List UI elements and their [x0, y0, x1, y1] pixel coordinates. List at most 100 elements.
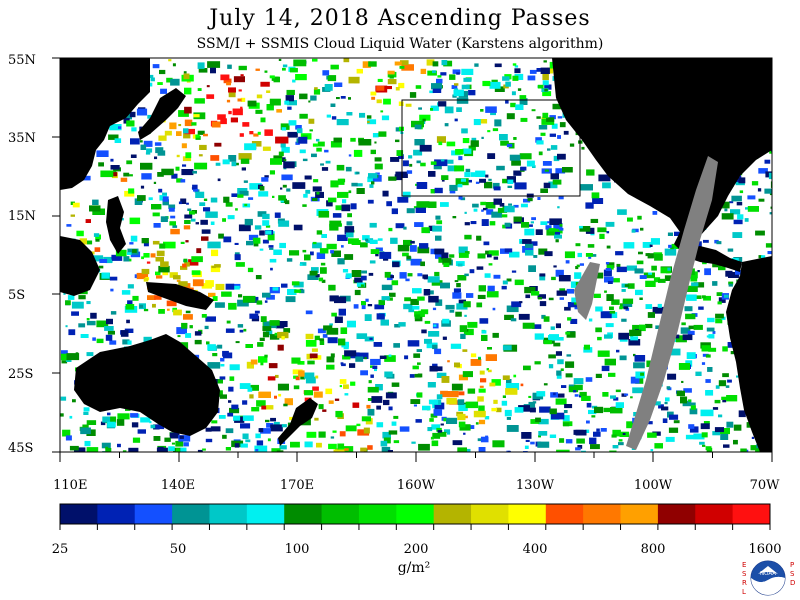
cloud-cell [525, 439, 530, 442]
cloud-cell [287, 106, 292, 110]
cloud-cell [233, 76, 245, 83]
cloud-cell [747, 195, 756, 200]
cloud-cell [181, 169, 194, 176]
cloud-cell [394, 324, 401, 328]
cloud-cell [604, 290, 607, 293]
cloud-cell [665, 397, 670, 402]
cloud-cell [225, 428, 234, 434]
cloud-cell [565, 361, 575, 368]
cloud-cell [94, 247, 101, 252]
cloud-cell [257, 342, 264, 347]
cloud-cell [126, 319, 130, 324]
cloud-cell [438, 101, 447, 107]
cloud-cell [477, 396, 484, 402]
cloud-cell [364, 357, 367, 360]
cloud-cell [683, 388, 692, 393]
cloud-cell [605, 268, 612, 271]
cloud-cell [720, 433, 729, 440]
cloud-cell [569, 143, 575, 147]
cloud-cell [190, 218, 196, 222]
cloud-cell [567, 317, 572, 321]
cloud-cell [246, 361, 254, 369]
cloud-cell [430, 105, 439, 111]
cloud-cell [86, 429, 96, 436]
cloud-cell [605, 221, 615, 227]
cloud-cell [736, 202, 743, 206]
cloud-cell [303, 193, 308, 198]
cloud-cell [356, 171, 360, 175]
cloud-cell [463, 432, 466, 435]
cloud-cell [456, 107, 462, 112]
cloud-cell [217, 344, 223, 349]
colorbar-swatch [134, 504, 173, 524]
cloud-cell [91, 251, 95, 255]
cloud-cell [633, 362, 645, 369]
cloud-cell [170, 228, 180, 235]
cloud-cell [215, 379, 223, 384]
cloud-cell [444, 123, 449, 127]
cloud-cell [489, 81, 501, 89]
cloud-cell [736, 375, 740, 378]
cloud-cell [371, 181, 375, 185]
cloud-cell [462, 349, 468, 352]
cloud-cell [328, 400, 334, 404]
cloud-cell [507, 450, 511, 452]
cloud-cell [242, 415, 254, 421]
indochina-borneo [60, 236, 100, 296]
cloud-cell [563, 422, 570, 427]
cloud-cell [382, 431, 391, 439]
cloud-cell [200, 219, 208, 225]
cloud-cell [155, 147, 164, 154]
cloud-cell [122, 450, 127, 452]
cloud-cell [591, 192, 600, 199]
cloud-cell [745, 207, 750, 210]
cloud-cell [496, 407, 502, 413]
cloud-cell [531, 109, 536, 112]
cloud-cell [211, 249, 219, 257]
cloud-cell [432, 88, 442, 93]
cloud-cell [267, 376, 276, 381]
lat-label-45s: 45S [8, 441, 34, 456]
cloud-cell [356, 282, 365, 287]
cloud-cell [436, 220, 443, 225]
cloud-cell [468, 145, 476, 151]
cloud-cell [585, 253, 593, 257]
cloud-cell [434, 248, 445, 255]
cloud-cell [63, 292, 66, 295]
cloud-cell [132, 295, 139, 301]
cloud-cell [140, 162, 153, 170]
cloud-cell [410, 258, 422, 266]
cloud-cell [265, 419, 270, 423]
cloud-cell [554, 234, 562, 239]
map-area [60, 58, 772, 452]
asia-landmass [60, 58, 150, 190]
cloud-cell [169, 272, 178, 278]
cloud-cell [428, 399, 439, 405]
cloud-cell [413, 353, 421, 358]
cloud-cell [217, 114, 226, 120]
cloud-cell [182, 263, 187, 268]
cloud-cell [457, 263, 463, 267]
cloud-cell [688, 325, 696, 330]
cloud-cell [376, 85, 385, 91]
cloud-cell [250, 384, 259, 391]
cloud-cell [334, 316, 343, 323]
cloud-cell [381, 115, 390, 121]
cloud-cell [454, 83, 459, 86]
cloud-cell [708, 334, 715, 339]
cloud-cell [506, 379, 512, 384]
cloud-cell [653, 277, 661, 283]
colorbar-swatch [284, 504, 323, 524]
cloud-cell [502, 280, 508, 285]
cloud-cell [548, 228, 556, 232]
cloud-cell [183, 258, 188, 263]
cloud-cell [286, 100, 297, 106]
cloud-cell [464, 273, 469, 277]
cloud-cell [699, 441, 705, 445]
cloud-cell [555, 168, 566, 174]
cloud-cell [219, 394, 227, 399]
cloud-cell [178, 281, 188, 287]
cloud-cell [703, 421, 710, 424]
cloud-cell [176, 154, 180, 158]
cloud-cell [105, 334, 113, 341]
